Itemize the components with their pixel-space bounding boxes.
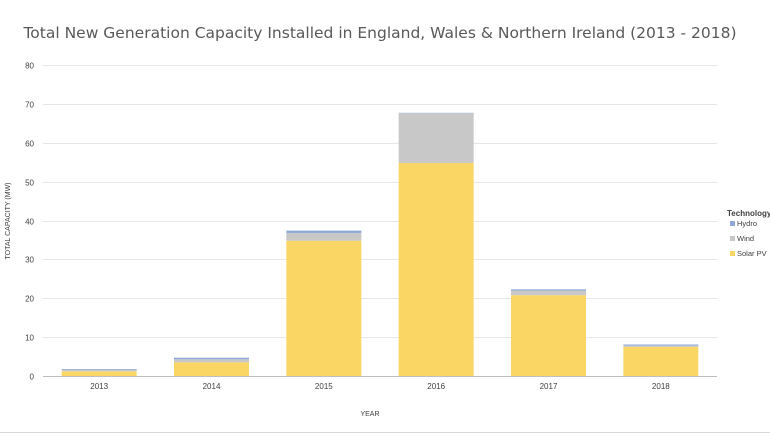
y-tick-label: 10: [25, 334, 34, 343]
gridlines: [43, 65, 717, 377]
legend-title: Technology: [727, 209, 770, 218]
y-tick-label: 40: [25, 218, 34, 227]
y-tick-label: 50: [25, 179, 34, 188]
y-tick-label: 60: [25, 140, 34, 149]
bar-hydro-2017: [511, 289, 586, 291]
x-axis: 2013 2014 2015 2016 2017 2018: [90, 382, 670, 391]
bar-wind-2018: [623, 345, 699, 347]
bar-solar-pv-2016: [398, 162, 474, 376]
x-tick-label: 2018: [652, 382, 670, 391]
bar-wind-2014: [174, 359, 249, 363]
legend-swatch-hydro: [730, 221, 735, 226]
legend-swatch-solar-pv: [730, 251, 735, 256]
y-tick-label: 80: [25, 62, 34, 71]
x-tick-label: 2015: [315, 382, 333, 391]
legend-label-solar-pv: Solar PV: [737, 249, 767, 258]
chart-title: Total New Generation Capacity Installed …: [22, 24, 736, 42]
y-axis-label: TOTAL CAPACITY (MW): [5, 182, 12, 259]
x-tick-label: 2017: [540, 382, 558, 391]
legend-label-hydro: Hydro: [737, 219, 757, 228]
legend-swatch-wind: [730, 236, 735, 241]
legend: Technology Hydro Wind Solar PV: [727, 209, 770, 258]
bar-hydro-2015: [286, 230, 362, 233]
bar-solar-pv-2013: [61, 371, 137, 376]
legend-label-wind: Wind: [737, 234, 754, 243]
y-axis: 0 10 20 30 40 50 60 70 80: [25, 62, 34, 382]
bars: [61, 112, 699, 376]
bar-solar-pv-2015: [286, 240, 362, 376]
y-tick-label: 20: [25, 295, 34, 304]
bar-solar-pv-2017: [511, 295, 586, 376]
bar-solar-pv-2014: [174, 362, 249, 376]
bar-hydro-2018: [623, 344, 699, 346]
x-tick-label: 2013: [90, 382, 108, 391]
bar-wind-2015: [286, 232, 362, 241]
x-tick-label: 2016: [427, 382, 445, 391]
y-tick-label: 30: [25, 256, 34, 265]
y-tick-label: 0: [30, 373, 35, 382]
y-tick-label: 70: [25, 101, 34, 110]
bar-solar-pv-2018: [623, 346, 699, 376]
bar-wind-2013: [61, 369, 137, 372]
x-axis-label: YEAR: [360, 411, 379, 418]
bar-hydro-2013: [61, 369, 137, 370]
bar-hydro-2014: [174, 357, 249, 360]
bar-wind-2016: [398, 113, 474, 163]
bar-wind-2017: [511, 290, 586, 296]
x-tick-label: 2014: [203, 382, 221, 391]
